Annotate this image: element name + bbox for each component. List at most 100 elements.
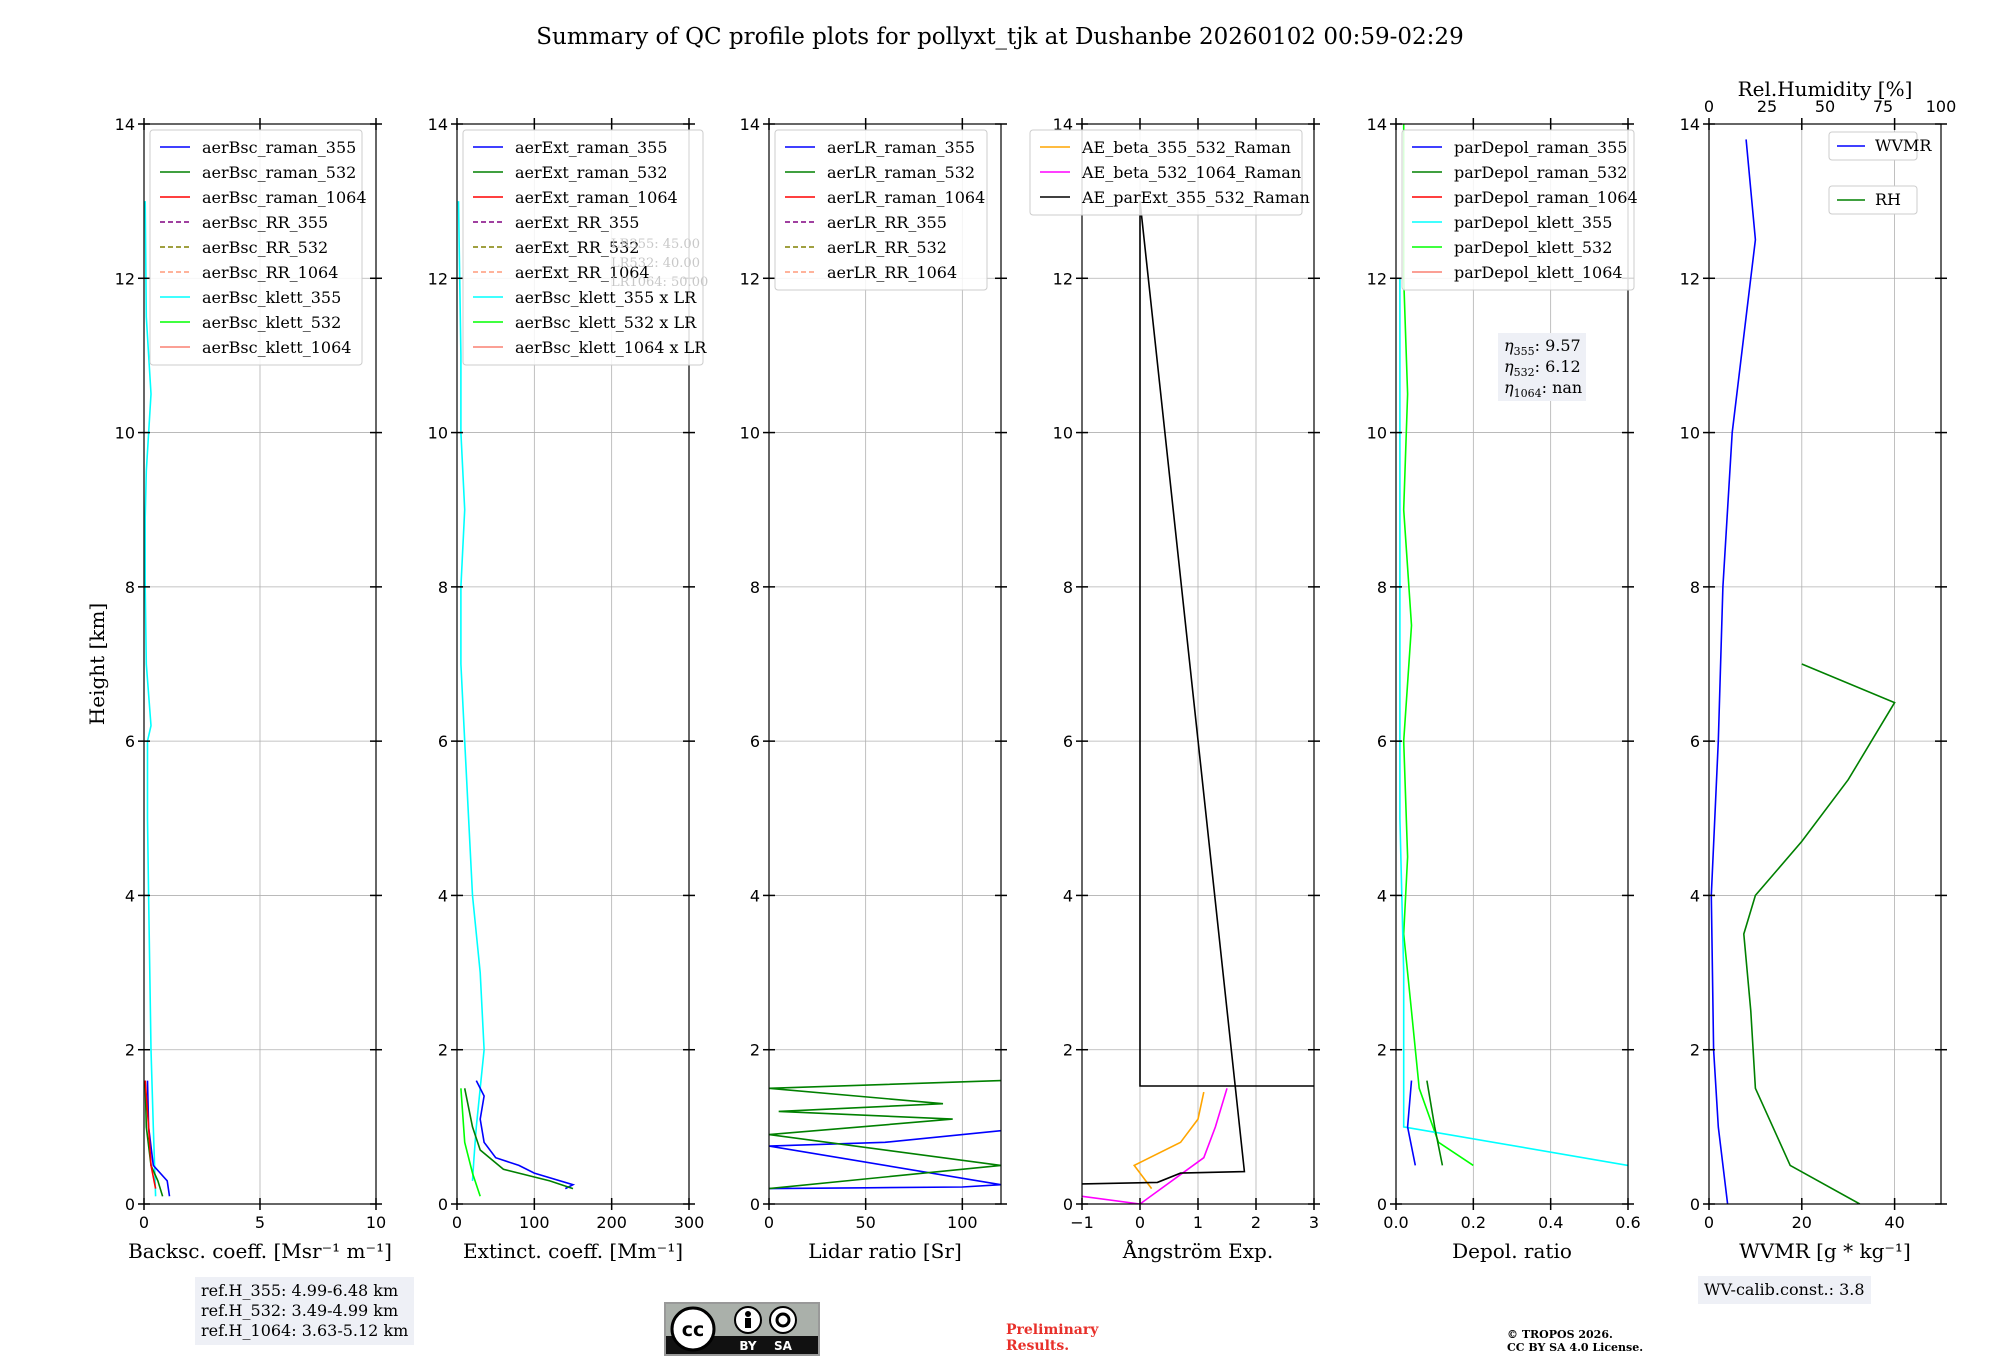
- legend-label: aerBsc_raman_532: [202, 163, 356, 182]
- ref-height-355: ref.H_355: 4.99-6.48 km: [201, 1281, 399, 1300]
- cc-icon: [670, 1306, 716, 1352]
- lr-note: LR1064: 50.00: [611, 275, 708, 290]
- legend-label: aerBsc_klett_532 x LR: [515, 313, 697, 332]
- legend-label: aerLR_RR_532: [827, 238, 947, 257]
- x-tick-label: 10: [366, 1213, 386, 1232]
- x-tick-label: 20: [1792, 1213, 1812, 1232]
- sa-label: SA: [774, 1339, 793, 1353]
- top-axis-label: Rel.Humidity [%]: [1738, 77, 1913, 101]
- y-tick-label: 8: [1690, 578, 1700, 597]
- x-axis-label: Ångström Exp.: [1122, 1238, 1273, 1263]
- y-tick-label: 8: [1063, 578, 1073, 597]
- legend-label: parDepol_klett_355: [1454, 213, 1612, 232]
- eta-line: η532: 6.12: [1504, 357, 1581, 379]
- series-group: [1399, 124, 1628, 1167]
- legend-label: aerLR_RR_355: [827, 213, 947, 232]
- y-tick-label: 10: [1680, 424, 1700, 443]
- legend-label: aerBsc_klett_1064: [202, 338, 351, 357]
- x-axis-label: Depol. ratio: [1452, 1239, 1572, 1263]
- top-tick-label: 25: [1757, 97, 1777, 116]
- legend-box: [1828, 131, 1918, 161]
- x-tick-label: 0.6: [1615, 1213, 1640, 1232]
- y-tick-label: 14: [1680, 115, 1700, 134]
- panel-5: 0 2 4 6 8 10 12 14 0.0 0.2 0.4 0.6 Depol. ratio parDe…: [1367, 115, 1641, 1263]
- series-group: [144, 201, 171, 1197]
- top-tick-label: 75: [1873, 97, 1893, 116]
- y-tick-label: 2: [125, 1041, 135, 1060]
- legend-label: RH: [1875, 190, 1901, 209]
- ref-height-1064: ref.H_1064: 3.63-5.12 km: [201, 1321, 409, 1340]
- ref-height-532: ref.H_532: 3.49-4.99 km: [201, 1301, 399, 1320]
- series-aerlr-raman-355: [769, 1129, 1001, 1190]
- series-aerbsc-raman-1064: [144, 1080, 157, 1189]
- series-pardepol-klett-355: [1399, 278, 1628, 1167]
- panel-3: 0 2 4 6 8 10 12 14 0 50 100 Lidar ratio [Sr] aerLR_r…: [740, 115, 1007, 1263]
- eta-line: η1064: nan: [1504, 378, 1582, 400]
- legend-label: aerBsc_raman_355: [202, 138, 356, 157]
- y-tick-label: 14: [428, 115, 448, 134]
- y-tick-label: 6: [750, 732, 760, 751]
- x-tick-label: 300: [674, 1213, 705, 1232]
- legend-label: aerExt_raman_355: [515, 138, 668, 157]
- series-pardepol-raman-532: [1426, 1080, 1444, 1166]
- legend-label: aerExt_RR_532: [515, 238, 639, 257]
- panel-2: 0 2 4 6 8 10 12 14 0 100 200 300 Extinct. coeff. [Mm…: [428, 115, 709, 1263]
- y-tick-label: 0: [750, 1195, 760, 1214]
- legend-label: aerExt_RR_1064: [515, 263, 650, 282]
- x-tick-label: 100: [519, 1213, 550, 1232]
- y-tick-label: 14: [740, 115, 760, 134]
- y-tick-label: 4: [438, 886, 448, 905]
- y-tick-label: 12: [1680, 269, 1700, 288]
- legend-box: [1401, 129, 1635, 291]
- y-tick-label: 14: [115, 115, 135, 134]
- lr-note: LR355: 45.00: [611, 237, 700, 252]
- y-tick-label: 14: [1053, 115, 1073, 134]
- y-tick-label: 10: [1053, 424, 1073, 443]
- wv-calib-const: WV-calib.const.: 3.8: [1704, 1280, 1865, 1299]
- y-tick-label: 10: [740, 424, 760, 443]
- preliminary-line-1: Preliminary: [1006, 1322, 1099, 1338]
- legend-box: [149, 129, 363, 366]
- y-tick-label: 6: [1690, 732, 1700, 751]
- preliminary-note: Preliminary Results.: [1006, 1322, 1098, 1354]
- y-tick-label: 0: [1063, 1195, 1073, 1214]
- copyright-line-2: CC BY SA 4.0 License.: [1507, 1341, 1644, 1354]
- y-tick-label: 4: [1690, 886, 1700, 905]
- y-tick-label: 2: [1690, 1041, 1700, 1060]
- x-tick-label: −1: [1070, 1213, 1094, 1232]
- series-pardepol-klett-532: [1402, 124, 1474, 1167]
- y-tick-label: 8: [750, 578, 760, 597]
- series-ae-beta-532-1064-raman: [1082, 1088, 1228, 1204]
- y-tick-label: 4: [750, 886, 760, 905]
- series-group: [1710, 139, 1896, 1204]
- preliminary-line-2: Results.: [1006, 1338, 1070, 1354]
- axes-frame: [1708, 123, 1942, 1205]
- x-tick-label: 0: [764, 1213, 774, 1232]
- y-tick-label: 10: [1367, 424, 1387, 443]
- y-tick-label: 14: [1367, 115, 1387, 134]
- y-tick-label: 12: [428, 269, 448, 288]
- y-tick-label: 12: [1367, 269, 1387, 288]
- legend-label: aerBsc_klett_1064 x LR: [515, 338, 707, 357]
- y-tick-label: 8: [125, 578, 135, 597]
- series-wvmr: [1710, 139, 1757, 1204]
- series-aerext-raman-532: [463, 1088, 574, 1190]
- legend-label: parDepol_raman_532: [1454, 163, 1627, 182]
- x-tick-label: 0: [1704, 1213, 1714, 1232]
- y-tick-label: 4: [125, 886, 135, 905]
- y-tick-label: 6: [125, 732, 135, 751]
- eta-box: [1498, 333, 1586, 401]
- y-tick-label: 6: [1063, 732, 1073, 751]
- x-axis-label: Lidar ratio [Sr]: [808, 1239, 962, 1263]
- y-tick-label: 12: [1053, 269, 1073, 288]
- x-axis-label: Backsc. coeff. [Msr⁻¹ m⁻¹]: [128, 1239, 392, 1263]
- y-tick-label: 0: [438, 1195, 448, 1214]
- y-tick-label: 10: [115, 424, 135, 443]
- series-group: [769, 1079, 1001, 1190]
- series-ae-parext-355-532-raman: [1082, 201, 1314, 1185]
- legend-label: aerBsc_klett_355 x LR: [515, 288, 697, 307]
- x-tick-label: 0.0: [1383, 1213, 1408, 1232]
